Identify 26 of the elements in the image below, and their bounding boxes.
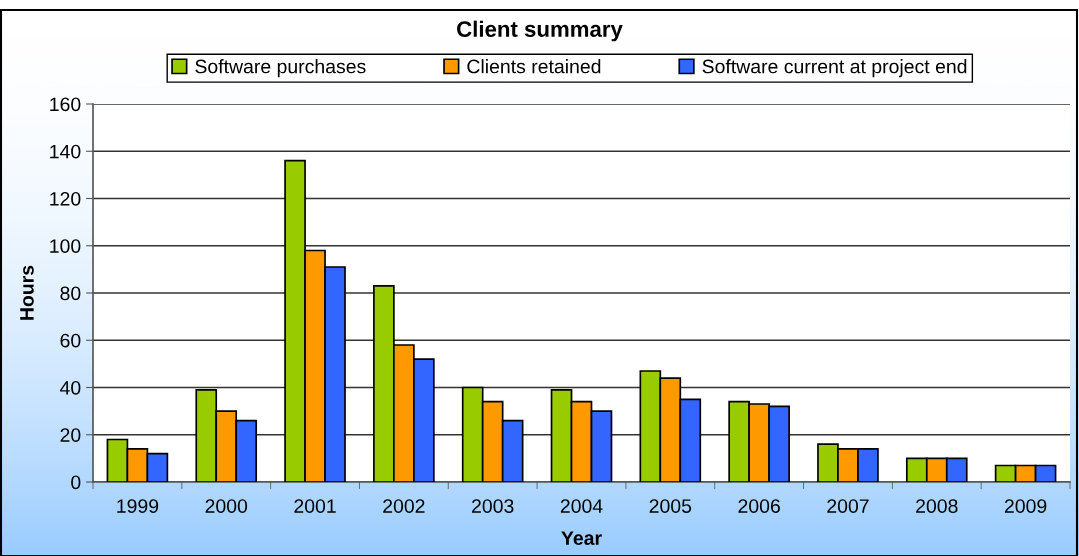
y-tick-label: 20 [60, 428, 81, 442]
x-tick-label: 2009 [1004, 499, 1047, 513]
x-tick-label: 2004 [560, 499, 603, 513]
x-tick-label: 2008 [916, 499, 958, 513]
y-tick-label: 0 [71, 475, 81, 490]
y-tick-label: 60 [60, 333, 81, 348]
y-axis-title: Hours [20, 265, 34, 320]
chart-title: Client summary [457, 20, 623, 42]
x-tick-label: 2005 [649, 499, 692, 513]
y-tick-label: 80 [60, 286, 81, 301]
legend-label: Software current at project end [702, 59, 967, 78]
y-tick-label: 120 [50, 191, 81, 206]
x-tick-label: 2006 [738, 499, 780, 513]
y-tick-label: 40 [60, 380, 81, 395]
x-axis-title: Year [561, 531, 602, 545]
y-tick-label: 160 [50, 97, 81, 112]
x-tick-label: 2002 [383, 499, 425, 513]
legend-label: Software purchases [195, 59, 366, 78]
y-tick-label: 100 [50, 239, 81, 253]
x-tick-label: 2000 [205, 499, 248, 513]
y-tick-label: 140 [50, 144, 81, 159]
legend-label: Clients retained [467, 59, 601, 74]
x-tick-label: 2003 [472, 499, 514, 513]
x-tick-label: 2001 [294, 499, 336, 513]
x-tick-label: 1999 [117, 499, 159, 513]
x-tick-label: 2007 [827, 499, 869, 513]
